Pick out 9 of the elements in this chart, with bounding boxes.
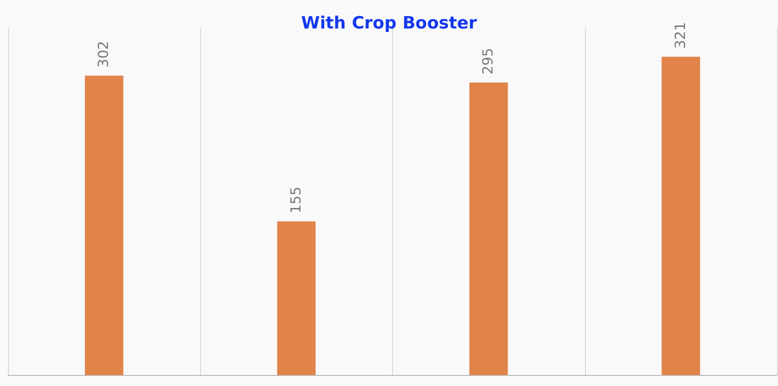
data-label: 302 [96,40,112,68]
bar [277,221,316,375]
bar [84,76,124,375]
chart-title: With Crop Booster [301,14,478,34]
data-label: 295 [480,48,497,75]
data-label: 321 [672,22,689,49]
data-label: 155 [288,186,304,214]
bar [469,82,508,375]
bar [662,56,700,375]
